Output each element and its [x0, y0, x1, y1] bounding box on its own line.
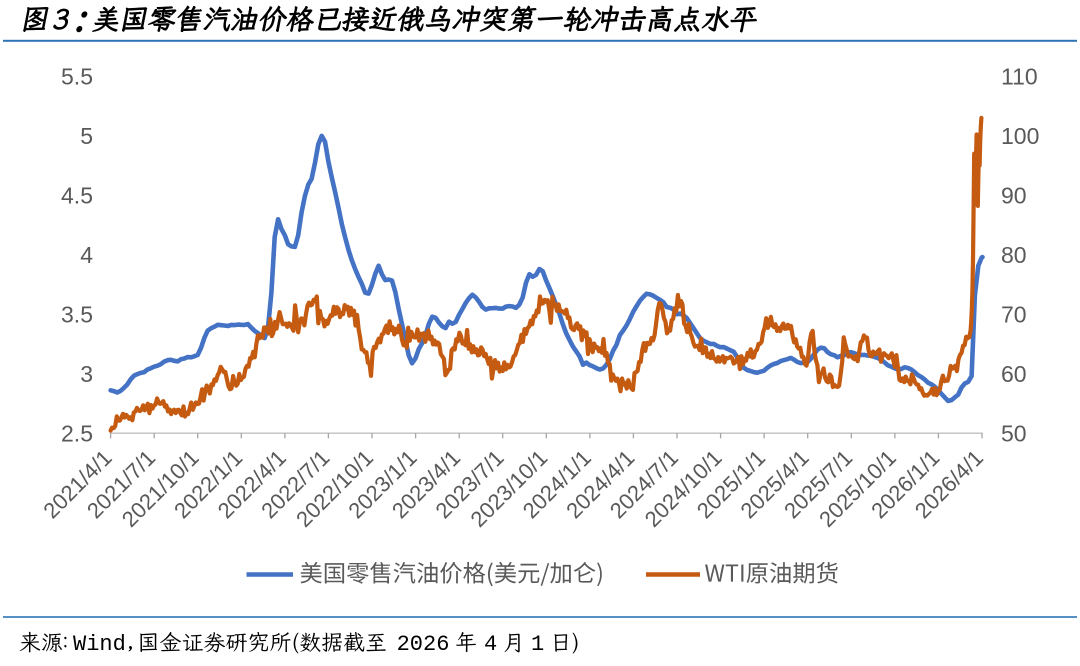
svg-text:80: 80 [1001, 242, 1027, 268]
svg-text:5.5: 5.5 [61, 63, 93, 89]
svg-text:4: 4 [80, 242, 93, 268]
svg-text:100: 100 [1001, 123, 1039, 149]
svg-text:2026: 2026 [397, 632, 450, 657]
svg-text:4.5: 4.5 [61, 182, 93, 208]
svg-text:90: 90 [1001, 182, 1027, 208]
svg-text:Wind: Wind [73, 632, 126, 657]
svg-text:60: 60 [1001, 361, 1027, 387]
svg-text:2.5: 2.5 [61, 420, 93, 446]
svg-text:110: 110 [1001, 63, 1038, 89]
svg-text:1: 1 [531, 632, 544, 657]
svg-text:50: 50 [1001, 420, 1027, 446]
svg-text:5: 5 [80, 123, 93, 149]
svg-text:70: 70 [1001, 301, 1027, 327]
svg-text:4: 4 [484, 632, 497, 657]
svg-text:3: 3 [80, 361, 93, 387]
svg-text:3.5: 3.5 [61, 301, 93, 327]
